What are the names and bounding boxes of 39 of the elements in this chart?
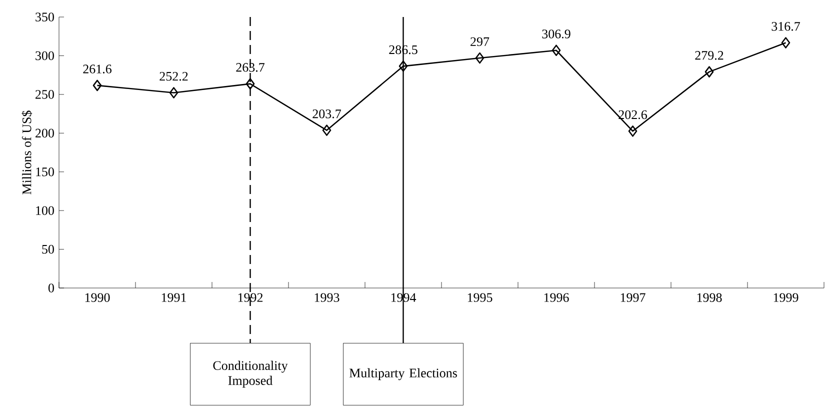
y-tick-label: 350 [36, 12, 54, 22]
x-tick-label: 1990 [85, 293, 110, 302]
x-tick-label: 1991 [162, 293, 186, 302]
ref-line-label: Multiparty Elections [349, 368, 457, 380]
y-tick-label: 300 [36, 51, 54, 60]
x-tick-label: 1995 [468, 293, 492, 302]
data-label: 297 [470, 37, 490, 46]
point [322, 124, 332, 136]
point [704, 66, 714, 78]
point [92, 80, 102, 92]
point [169, 87, 178, 98]
x-tick-label: 1993 [314, 293, 340, 302]
x-tick-label: 1998 [697, 293, 722, 302]
point [475, 52, 484, 64]
y-axis-title: Millions of US$ [22, 110, 32, 194]
data-label: 306.9 [542, 30, 570, 38]
x-tick-label: 1999 [774, 293, 798, 302]
y-tick-label: 150 [36, 167, 54, 176]
y-tick-label: 100 [36, 206, 54, 215]
x-tick-label: 1997 [620, 293, 646, 302]
point [246, 78, 255, 90]
point [552, 44, 561, 56]
y-tick-label: 0 [48, 284, 54, 292]
point [628, 125, 638, 137]
data-label: 261.6 [83, 64, 112, 74]
x-tick-label: 1992 [238, 293, 263, 302]
x-tick-label: 1996 [544, 293, 569, 302]
data-label: 316.7 [772, 22, 800, 31]
point [781, 37, 790, 48]
data-label: 279.2 [695, 51, 724, 60]
y-tick-label: 200 [36, 128, 54, 138]
y-tick-label: 250 [36, 90, 54, 99]
point [398, 60, 408, 72]
data-label: 202.6 [618, 110, 647, 120]
data-label: 263.7 [236, 63, 265, 72]
data-label: 203.7 [312, 109, 342, 118]
ref-line-label: Conditionality Imposed [213, 360, 288, 388]
data-label: 252.2 [160, 72, 188, 81]
y-tick-label: 50 [42, 244, 54, 254]
